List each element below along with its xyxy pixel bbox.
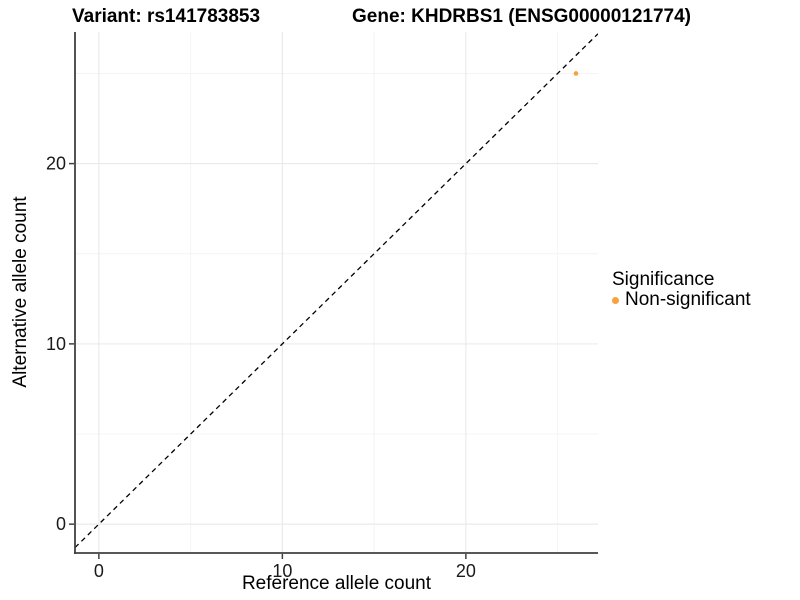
- x-tick-label: 0: [94, 561, 104, 581]
- legend-item-non-significant: Non-significant: [612, 290, 751, 310]
- x-axis-label: Reference allele count: [241, 573, 432, 594]
- x-tick-label: 20: [456, 561, 476, 581]
- y-tick-label: 0: [56, 514, 66, 534]
- legend: Significance Non-significant: [612, 270, 751, 310]
- legend-title: Significance: [612, 269, 715, 290]
- identity-line: [75, 33, 598, 549]
- gene-title: Gene: KHDRBS1 (ENSG00000121774): [352, 6, 691, 27]
- variant-title: Variant: rs141783853: [72, 6, 261, 27]
- x-tick-label: 10: [272, 561, 292, 581]
- y-tick-label: 10: [46, 334, 66, 354]
- legend-item-label: Non-significant: [625, 289, 751, 310]
- data-point: [573, 71, 579, 76]
- y-axis-label: Alternative allele count: [10, 196, 31, 388]
- legend-point-swatch: [612, 296, 619, 304]
- y-tick-label: 20: [46, 154, 66, 174]
